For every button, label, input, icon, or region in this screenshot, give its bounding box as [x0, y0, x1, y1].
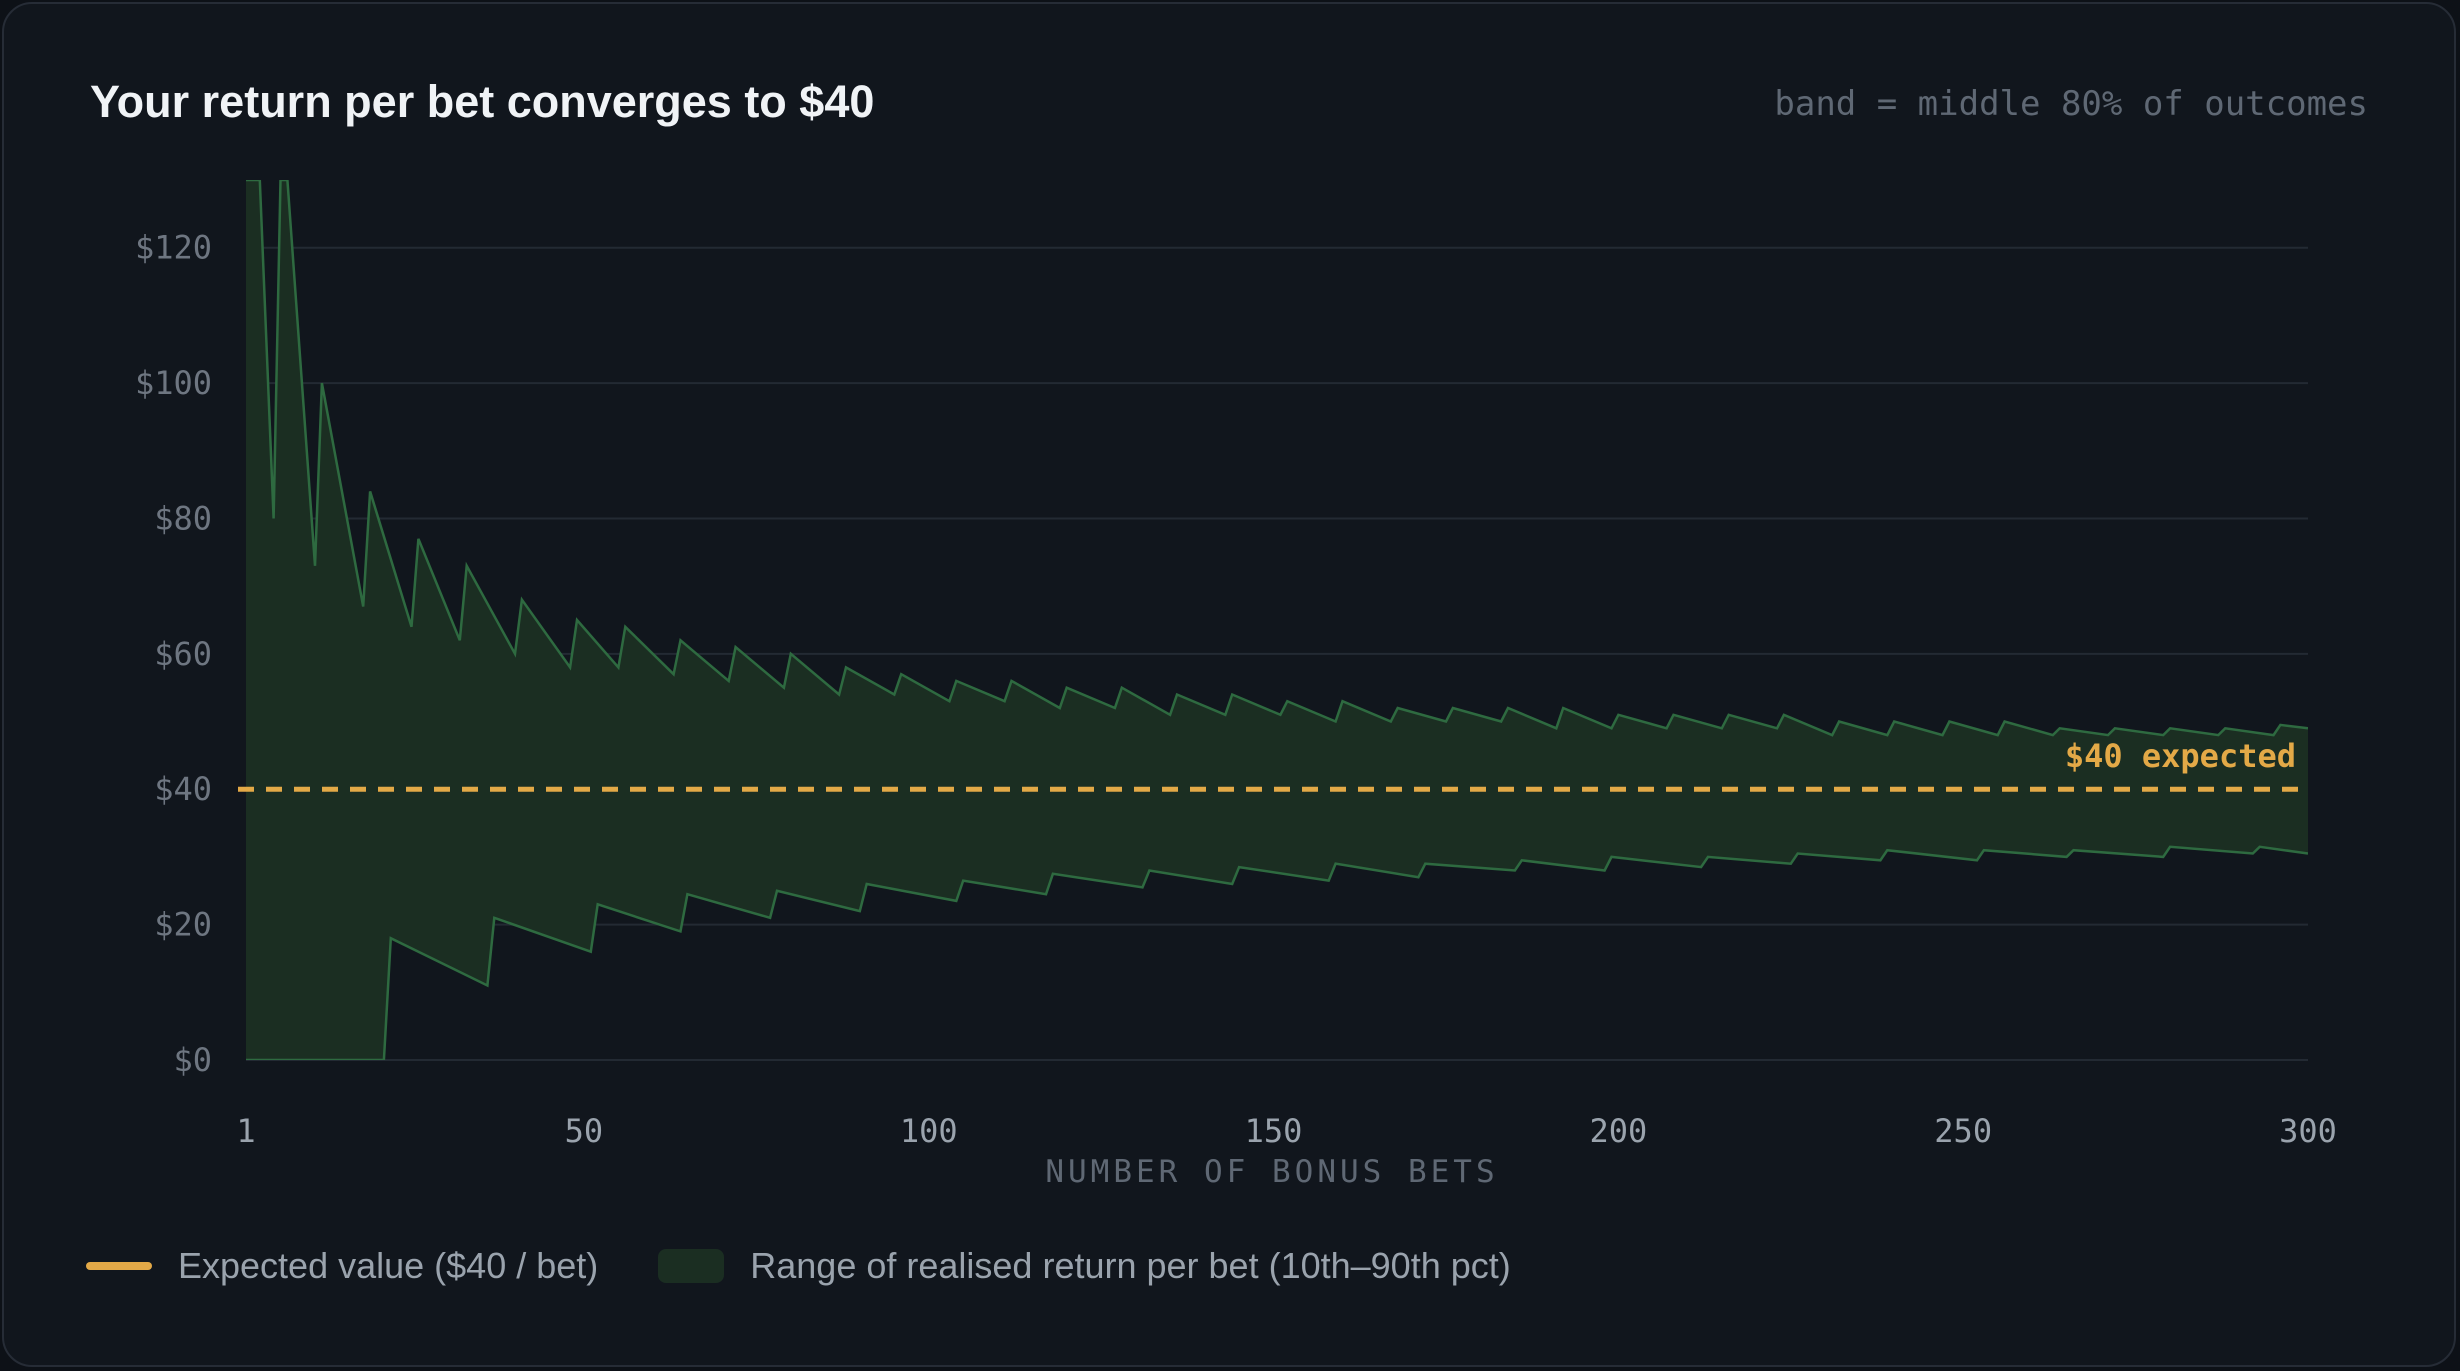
y-tick-label-40: $40	[154, 770, 212, 808]
y-tick-label-0: $0	[173, 1041, 212, 1079]
band-note: band = middle 80% of outcomes	[1774, 84, 2368, 124]
x-tick-label-1: 1	[236, 1112, 255, 1150]
x-tick-label-200: 200	[1589, 1112, 1647, 1150]
x-axis-label: NUMBER OF BONUS BETS	[1045, 1154, 1498, 1190]
band-area	[246, 180, 2308, 1060]
y-tick-label-60: $60	[154, 635, 212, 673]
x-axis-ticks: 1 50 100 150 200 250 300	[236, 1112, 2337, 1150]
band-swatch	[658, 1249, 725, 1283]
x-tick-label-250: 250	[1934, 1112, 1992, 1150]
band-upper-edge	[246, 180, 2308, 737]
legend-band-label: Range of realised return per bet (10th–9…	[750, 1245, 1511, 1286]
band-lower-edge	[246, 845, 2308, 1060]
y-tick-label-100: $100	[135, 364, 212, 402]
y-tick-label-20: $20	[154, 906, 212, 944]
x-tick-label-150: 150	[1245, 1112, 1303, 1150]
legend-item-expected: Expected value ($40 / bet)	[86, 1245, 598, 1287]
expected-line-group: $40 expected	[238, 737, 2308, 792]
x-tick-label-50: 50	[565, 1112, 604, 1150]
expected-swatch	[86, 1262, 152, 1270]
chart-title: Your return per bet converges to $40	[90, 76, 875, 127]
legend-expected-label: Expected value ($40 / bet)	[178, 1245, 599, 1286]
legend-item-band: Range of realised return per bet (10th–9…	[658, 1245, 1511, 1287]
x-tick-label-100: 100	[900, 1112, 958, 1150]
y-tick-label-120: $120	[135, 229, 212, 267]
expected-annotation: $40 expected	[2065, 737, 2296, 775]
legend: Expected value ($40 / bet) Range of real…	[86, 1245, 1571, 1287]
x-tick-label-300: 300	[2279, 1112, 2337, 1150]
band-fill	[246, 180, 2308, 1060]
y-axis-ticks: $0 $20 $40 $60 $80 $100 $120	[135, 229, 212, 1079]
y-tick-label-80: $80	[154, 499, 212, 537]
